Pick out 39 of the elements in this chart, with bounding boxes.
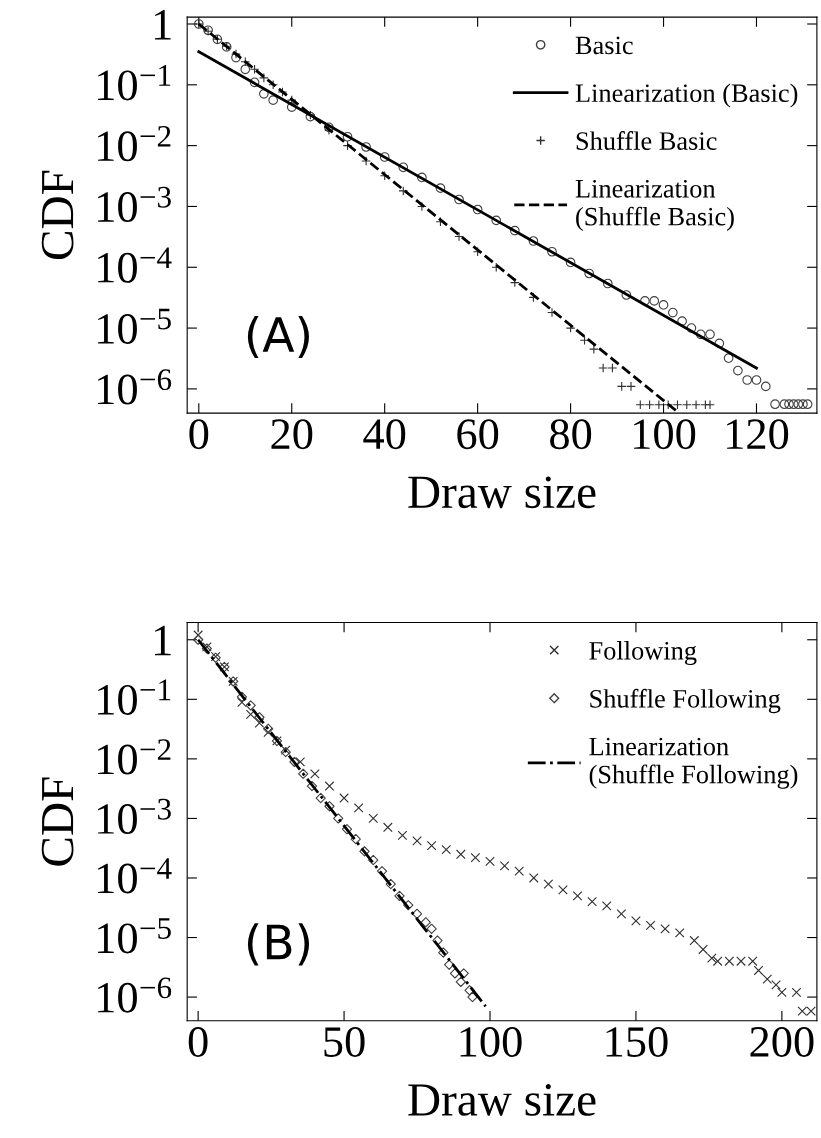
x-tick-label: 20 — [271, 419, 313, 450]
y-tick-label: 1 — [154, 10, 171, 40]
y-tick-label: 10$^{−4}$ — [98, 247, 172, 283]
x-tick-label: 0 — [189, 419, 209, 450]
x-tick-label: 150 — [606, 1026, 668, 1057]
y-tick-label: 10$^{−4}$ — [98, 858, 172, 894]
x-tick-label: 40 — [363, 419, 406, 450]
y-tick-label: 10$^{−6}$ — [98, 369, 172, 405]
legend-label: Linearization (Shuffle Basic) — [575, 179, 734, 231]
x-tick-label: 60 — [457, 419, 499, 450]
y-tick-label: 10$^{−1}$ — [98, 65, 171, 101]
annotation: (B) — [247, 923, 310, 966]
y-tick-label: 10$^{−1}$ — [98, 679, 171, 715]
legend-label: Linearization (Basic) — [575, 83, 798, 108]
x-tick-label: 0 — [188, 1026, 208, 1057]
y-tick-label: 1 — [154, 625, 171, 656]
x-tick-label: 100 — [634, 419, 696, 450]
x-tick-label: 200 — [750, 1026, 814, 1057]
y-tick-label: 10$^{−3}$ — [98, 798, 171, 835]
legend-label: Shuffle Following — [590, 688, 781, 714]
x-tick-label: 100 — [460, 1026, 522, 1057]
y-axis-title: CDF — [41, 170, 74, 260]
y-tick-label: 10$^{−5}$ — [98, 308, 171, 344]
x-tick-label: 50 — [324, 1026, 365, 1057]
y-axis-title: CDF — [41, 777, 74, 866]
x-tick-label: 120 — [727, 419, 789, 450]
annotation: (A) — [247, 315, 309, 359]
y-tick-label: 10$^{−2}$ — [98, 125, 171, 162]
x-axis-title: Draw size — [408, 476, 596, 509]
y-tick-label: 10$^{−5}$ — [98, 918, 171, 954]
x-axis-title: Draw size — [408, 1084, 596, 1116]
legend-label: Linearization (Shuffle Following) — [589, 737, 798, 789]
y-tick-label: 10$^{−2}$ — [98, 739, 171, 775]
legend-label: Following — [589, 641, 697, 666]
y-tick-label: 10$^{−3}$ — [98, 186, 171, 223]
y-tick-label: 10$^{−6}$ — [98, 977, 172, 1013]
legend-label: Shuffle Basic — [576, 131, 717, 150]
x-tick-label: 80 — [550, 419, 592, 450]
legend-label: Basic — [575, 36, 633, 55]
